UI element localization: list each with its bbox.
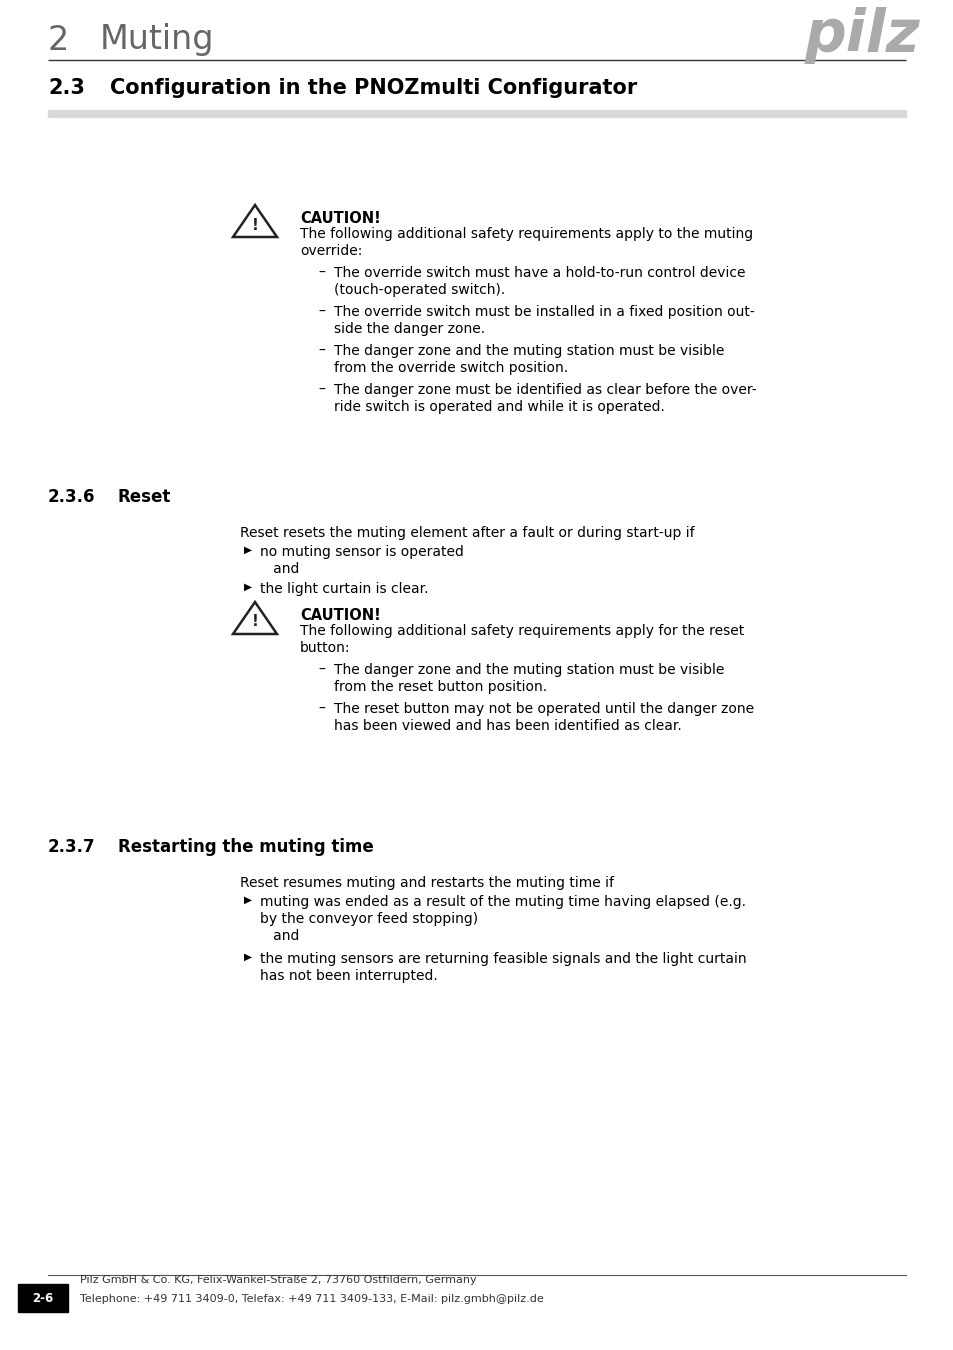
Text: 2.3: 2.3 [48,78,85,99]
Text: has been viewed and has been identified as clear.: has been viewed and has been identified … [334,720,681,733]
Text: –: – [317,702,325,716]
Text: –: – [317,383,325,397]
Text: The danger zone and the muting station must be visible: The danger zone and the muting station m… [334,663,723,676]
Text: The danger zone must be identified as clear before the over-: The danger zone must be identified as cl… [334,383,756,397]
Text: ▶: ▶ [244,952,252,963]
Text: ▶: ▶ [244,545,252,555]
Text: the muting sensors are returning feasible signals and the light curtain: the muting sensors are returning feasibl… [260,952,746,967]
Text: CAUTION!: CAUTION! [299,608,380,622]
Text: Reset: Reset [118,487,172,506]
Text: by the conveyor feed stopping): by the conveyor feed stopping) [260,913,477,926]
Text: The danger zone and the muting station must be visible: The danger zone and the muting station m… [334,344,723,358]
Text: 2: 2 [48,23,70,57]
Text: from the override switch position.: from the override switch position. [334,360,568,375]
Text: ▶: ▶ [244,895,252,905]
Text: ▶: ▶ [244,582,252,593]
Text: CAUTION!: CAUTION! [299,211,380,225]
Text: The reset button may not be operated until the danger zone: The reset button may not be operated unt… [334,702,753,716]
Text: The following additional safety requirements apply for the reset: The following additional safety requirem… [299,624,743,639]
Text: 2-6: 2-6 [32,1292,53,1304]
Text: The following additional safety requirements apply to the muting: The following additional safety requirem… [299,227,752,242]
Text: !: ! [252,614,258,629]
Text: Restarting the muting time: Restarting the muting time [118,838,374,856]
Text: Configuration in the PNOZmulti Configurator: Configuration in the PNOZmulti Configura… [110,78,637,99]
Text: –: – [317,344,325,358]
Text: Telephone: +49 711 3409-0, Telefax: +49 711 3409-133, E-Mail: pilz.gmbh@pilz.de: Telephone: +49 711 3409-0, Telefax: +49 … [80,1295,543,1304]
Text: –: – [317,266,325,279]
Text: –: – [317,305,325,319]
Text: ride switch is operated and while it is operated.: ride switch is operated and while it is … [334,400,664,414]
Text: Muting: Muting [100,23,214,57]
Text: –: – [317,663,325,676]
Text: and: and [260,929,299,944]
Text: The override switch must be installed in a fixed position out-: The override switch must be installed in… [334,305,754,319]
Text: has not been interrupted.: has not been interrupted. [260,969,437,983]
Text: Pilz GmbH & Co. KG, Felix-Wankel-Straße 2, 73760 Ostfildern, Germany: Pilz GmbH & Co. KG, Felix-Wankel-Straße … [80,1274,476,1285]
Bar [18,1284,68,1312]
Text: and: and [260,562,299,576]
Text: side the danger zone.: side the danger zone. [334,323,485,336]
Text: (touch-operated switch).: (touch-operated switch). [334,284,505,297]
Text: button:: button: [299,641,350,655]
Text: pilz: pilz [803,7,919,63]
Text: Reset resets the muting element after a fault or during start-up if: Reset resets the muting element after a … [240,526,694,540]
Text: from the reset button position.: from the reset button position. [334,680,547,694]
Text: the light curtain is clear.: the light curtain is clear. [260,582,428,595]
Text: The override switch must have a hold-to-run control device: The override switch must have a hold-to-… [334,266,744,279]
Bar [48,109,905,117]
Text: 2.3.7: 2.3.7 [48,838,95,856]
Text: muting was ended as a result of the muting time having elapsed (e.g.: muting was ended as a result of the muti… [260,895,745,909]
Text: no muting sensor is operated: no muting sensor is operated [260,545,463,559]
Text: 2.3.6: 2.3.6 [48,487,95,506]
Text: override:: override: [299,244,362,258]
Text: !: ! [252,217,258,232]
Text: Reset resumes muting and restarts the muting time if: Reset resumes muting and restarts the mu… [240,876,614,890]
